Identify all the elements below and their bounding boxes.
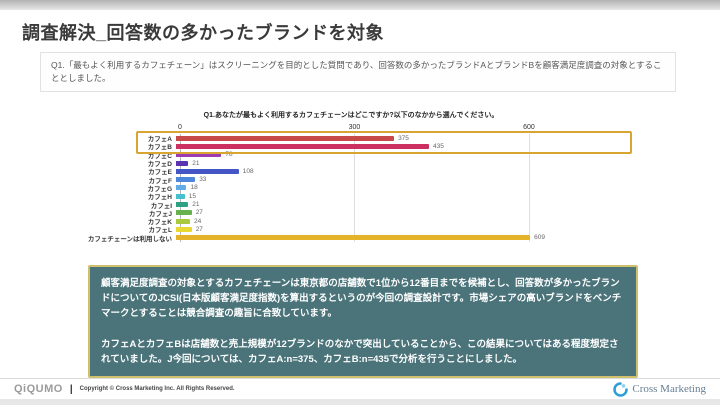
footer: QiQUMO | Copyright © Cross Marketing Inc… xyxy=(0,378,720,399)
bar xyxy=(176,168,239,174)
bar xyxy=(176,160,189,166)
category-label: カフェC xyxy=(147,152,172,160)
chart-title: Q1.あなたが最もよく利用するカフェチェーンはどこですか?以下のなかから選んでく… xyxy=(203,112,499,119)
bar-track: 27 xyxy=(176,225,554,233)
value-label: 78 xyxy=(225,151,233,159)
note-paragraph-1: 顧客満足度調査の対象とするカフェチェーンは東京都の店舗数で1位から12番目までを… xyxy=(101,278,622,320)
gridline xyxy=(528,134,530,242)
chart-row: カフェK 24 xyxy=(84,217,628,227)
x-axis-tick: 300 xyxy=(348,124,361,131)
bar-track: 18 xyxy=(176,184,554,192)
chart-row: カフェチェーンは利用しない 609 xyxy=(84,234,628,243)
value-label: 24 xyxy=(193,217,202,225)
bar xyxy=(176,218,190,224)
chart-row: カフェD 21 xyxy=(84,159,628,169)
note-paragraph-2: カフェAとカフェBは店舗数と売上規模が12ブランドのなかで突出していることから、… xyxy=(101,338,619,365)
value-label: 18 xyxy=(190,184,198,192)
value-label: 108 xyxy=(242,167,254,175)
bar-track: 108 xyxy=(176,167,554,175)
plot-area: カフェA 375 カフェB 435 カフェC 78 カフェD 21 カフェE 108 カフェF 33 カ… xyxy=(84,131,632,243)
value-label: 21 xyxy=(192,201,200,209)
category-label: カフェI xyxy=(150,202,172,210)
bar-track: 27 xyxy=(176,209,554,217)
category-label: カフェH xyxy=(147,194,172,202)
chart-row: カフェI 21 xyxy=(84,200,628,210)
bar-track: 33 xyxy=(176,176,554,184)
bar xyxy=(176,193,185,199)
bar xyxy=(176,177,196,183)
bar xyxy=(176,143,429,149)
category-label: カフェチェーンは利用しない xyxy=(87,235,172,243)
value-label: 435 xyxy=(432,142,444,150)
chart-row: カフェH 15 xyxy=(84,192,628,202)
window-top-band xyxy=(0,0,720,10)
qiqumo-logo: QiQUMO xyxy=(14,383,63,395)
bar xyxy=(176,235,531,241)
gridline xyxy=(354,134,356,242)
category-label: カフェE xyxy=(148,169,172,177)
value-label: 375 xyxy=(398,134,409,142)
chart-row: カフェJ 27 xyxy=(84,209,628,218)
value-label: 33 xyxy=(199,176,207,184)
bar-track: 21 xyxy=(176,159,554,167)
value-label: 21 xyxy=(192,159,200,167)
chart-row: カフェG 18 xyxy=(84,184,628,193)
bar-track: 78 xyxy=(176,151,554,159)
cross-marketing-logo: Cross Marketing xyxy=(613,381,706,397)
category-label: カフェJ xyxy=(148,210,172,218)
value-label: 609 xyxy=(534,234,546,242)
category-label: カフェB xyxy=(147,144,172,152)
survey-bar-chart: Q1.あなたが最もよく利用するカフェチェーンはどこですか?以下のなかから選んでく… xyxy=(84,110,632,243)
category-label: カフェD xyxy=(147,161,172,169)
cross-marketing-logo-icon xyxy=(613,381,629,397)
bar xyxy=(176,185,187,191)
note-box: 顧客満足度調査の対象とするカフェチェーンは東京都の店舗数で1位から12番目までを… xyxy=(88,265,638,378)
bar-track: 24 xyxy=(176,217,554,225)
bar-track: 21 xyxy=(176,201,554,209)
value-label: 27 xyxy=(195,225,203,233)
chart-row: カフェL 27 xyxy=(84,225,628,235)
category-label: カフェF xyxy=(148,177,172,185)
chart-row: カフェF 33 xyxy=(84,175,628,185)
bar xyxy=(176,135,395,141)
bar-track: 375 xyxy=(176,134,554,142)
bar xyxy=(176,210,192,216)
value-label: 15 xyxy=(188,192,196,200)
cross-marketing-logo-text: Cross Marketing xyxy=(632,383,706,395)
category-label: カフェL xyxy=(148,227,172,235)
chart-row: カフェC 78 xyxy=(84,151,628,160)
bar xyxy=(176,202,189,208)
page-title: 調査解決_回答数の多かったブランドを対象 xyxy=(22,23,385,43)
category-label: カフェK xyxy=(147,219,172,227)
value-label: 27 xyxy=(195,209,203,217)
intro-box: Q1.「最もよく利用するカフェチェーン」はスクリーニングを目的とした質問であり、… xyxy=(40,52,676,93)
x-axis-tick: 600 xyxy=(523,124,535,131)
chart-row: カフェA 375 xyxy=(84,134,628,144)
footer-separator: | xyxy=(69,383,73,395)
copyright-text: Copyright © Cross Marketing Inc. All Rig… xyxy=(79,386,235,392)
bar-track: 435 xyxy=(176,142,554,150)
chart-row: カフェB 435 xyxy=(84,142,628,152)
chart-row: カフェE 108 xyxy=(84,167,628,177)
bar-track: 15 xyxy=(176,192,554,200)
intro-text: Q1.「最もよく利用するカフェチェーン」はスクリーニングを目的とした質問であり、… xyxy=(51,60,662,84)
bar xyxy=(176,152,222,158)
x-axis: 0 300 600 xyxy=(178,124,558,134)
x-axis-tick: 0 xyxy=(178,124,182,131)
category-label: カフェA xyxy=(147,136,172,144)
slide: 調査解決_回答数の多かったブランドを対象 Q1.「最もよく利用するカフェチェーン… xyxy=(0,10,720,399)
bar xyxy=(176,226,192,232)
category-label: カフェG xyxy=(147,185,172,193)
bar-track: 609 xyxy=(176,234,554,242)
